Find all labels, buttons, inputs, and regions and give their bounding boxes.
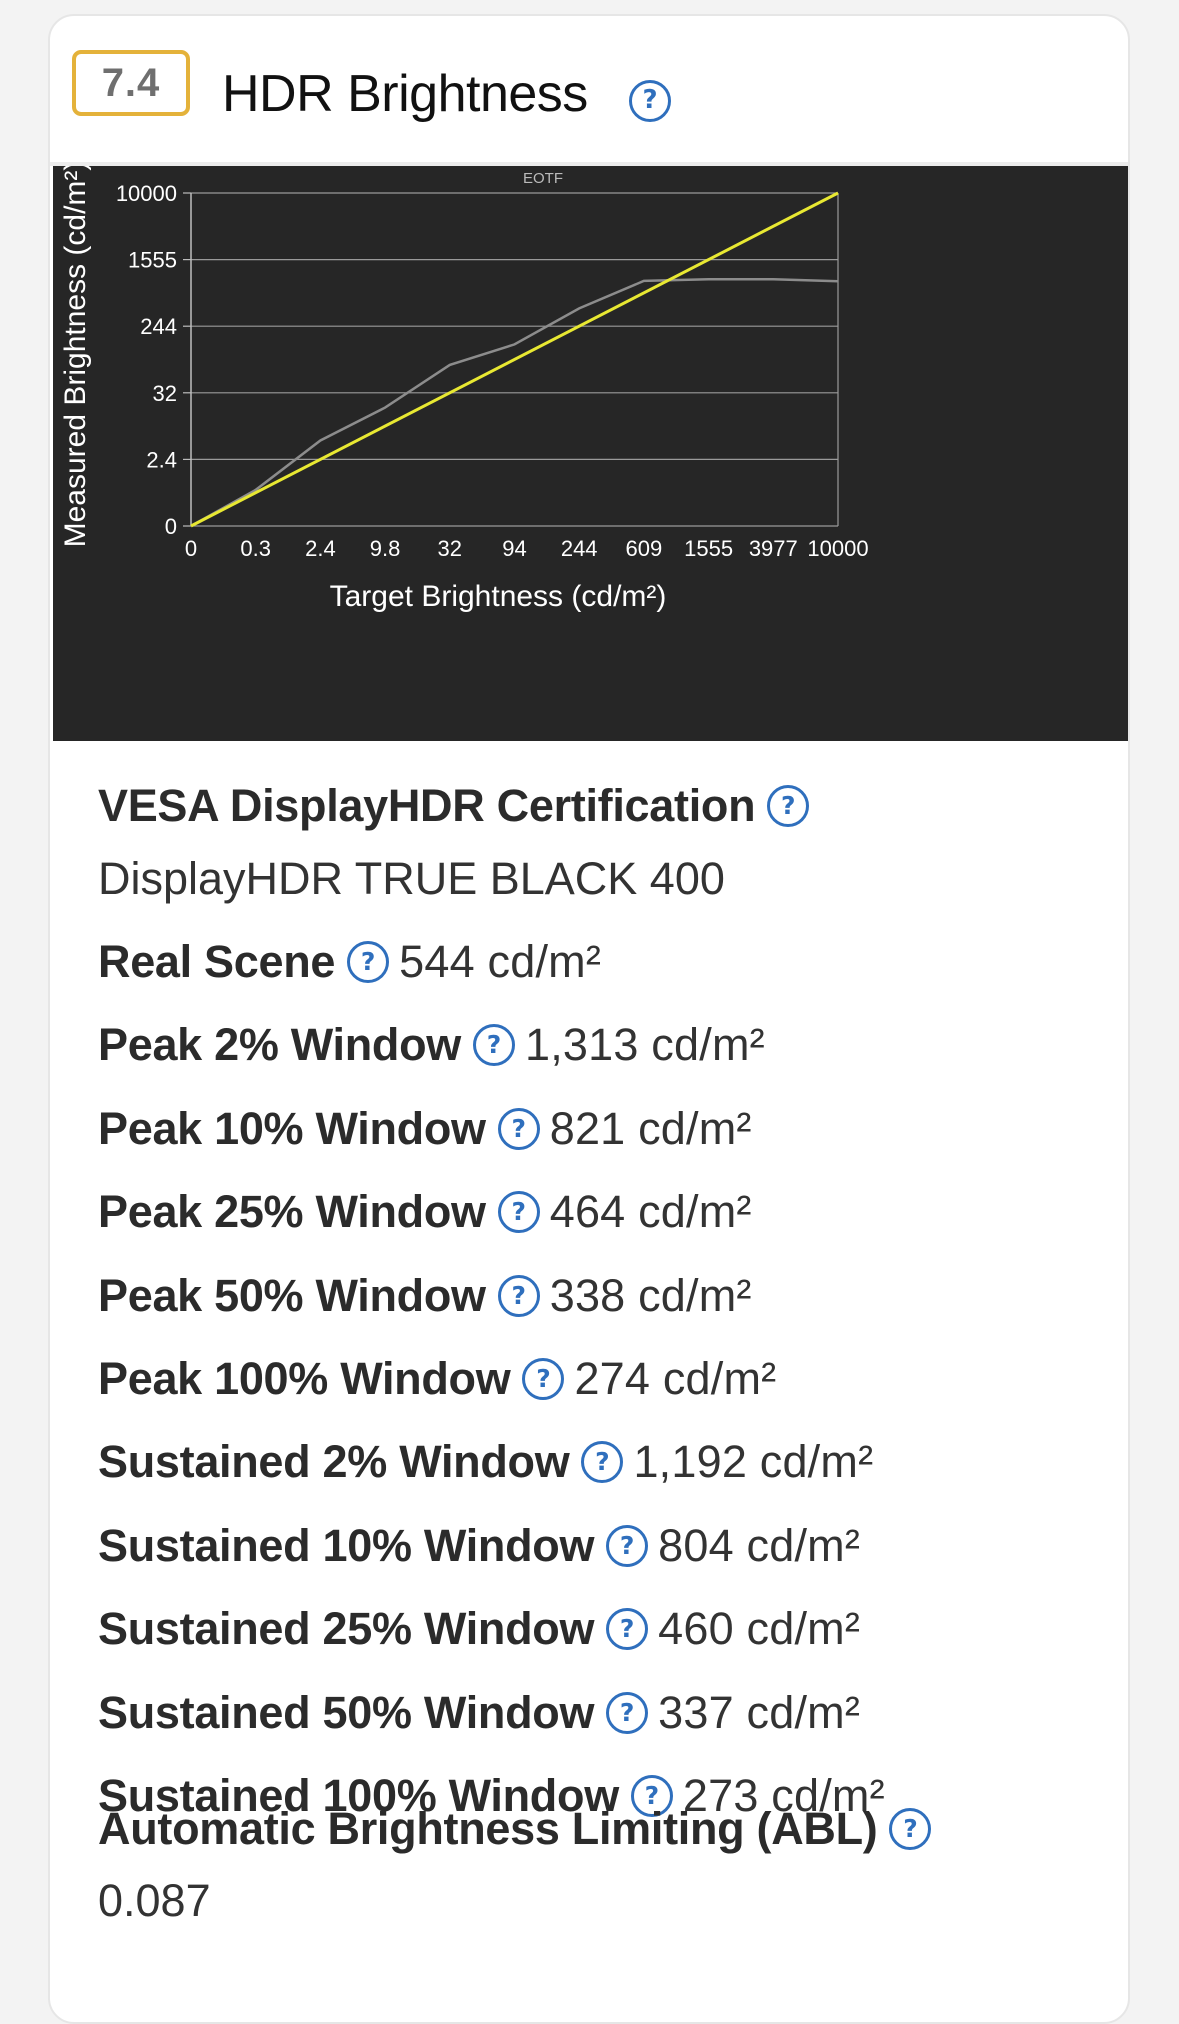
spec-value: 460 cd/m² [658,1603,861,1654]
spec-value: 337 cd/m² [658,1687,861,1738]
section-title: HDR Brightness [222,65,588,123]
abl-value: 0.087 [98,1875,211,1926]
spec-row: Sustained 2% Window? 1,192 cd/m² [98,1439,873,1484]
help-icon[interactable]: ? [767,784,810,827]
spec-label: Sustained 25% Window [98,1603,595,1654]
series-line-target [190,191,839,528]
spec-label: Peak 10% Window [98,1103,486,1154]
series-line-measured [190,278,839,528]
chart-title: EOTF [523,170,563,187]
x-tick-label: 2.4 [305,536,336,561]
spec-row: Peak 100% Window? 274 cd/m² [98,1356,776,1401]
spec-row: Sustained 10% Window? 804 cd/m² [98,1523,860,1568]
spec-label: Sustained 50% Window [98,1687,595,1738]
spec-row: Peak 10% Window? 821 cd/m² [98,1106,752,1151]
score-badge: 7.4 [72,50,190,116]
x-axis-label: Target Brightness (cd/m²) [330,580,667,613]
spec-row: Sustained 50% Window? 337 cd/m² [98,1690,860,1735]
abl-row: Automatic Brightness Limiting (ABL) ? [98,1806,941,1851]
x-tick-label: 32 [438,536,462,561]
vesa-value: DisplayHDR TRUE BLACK 400 [98,853,725,904]
spec-label: Peak 50% Window [98,1270,486,1321]
hdr-brightness-card: 7.4 HDR Brightness ? EOTF 0 2.4 32 244 1555 1… [48,14,1130,2024]
help-icon[interactable]: ? [347,940,390,983]
y-axis-label: Measured Brightness (cd/m²) [59,166,92,547]
help-icon[interactable]: ? [581,1440,624,1483]
y-tick-label: 10000 [116,181,177,206]
help-icon[interactable]: ? [889,1807,932,1850]
x-tick-label: 10000 [807,536,868,561]
spec-label: Sustained 2% Window [98,1436,570,1487]
spec-value: 274 cd/m² [574,1353,777,1404]
help-icon[interactable]: ? [473,1023,515,1066]
spec-label: Sustained 10% Window [98,1520,595,1571]
eotf-chart-svg: EOTF 0 2.4 32 244 1555 10000 0 0.3 2.4 9.8 32 94 24… [59,166,869,613]
x-tick-label: 244 [561,536,598,561]
spec-value: 464 cd/m² [549,1186,752,1237]
y-tick-label: 2.4 [146,447,177,472]
spec-row: Sustained 25% Window? 460 cd/m² [98,1606,860,1651]
help-icon[interactable]: ? [497,1190,540,1233]
spec-value: 273 cd/m² [682,1770,885,1821]
spec-row: Sustained 100% Window? 273 cd/m² [98,1773,885,1818]
help-icon[interactable]: ? [522,1357,565,1400]
y-tick-label: 244 [140,314,177,339]
y-tick-label: 0 [165,514,177,539]
help-icon[interactable]: ? [630,1774,673,1817]
y-tick-label: 32 [153,381,177,406]
help-icon[interactable]: ? [629,80,671,122]
x-tick-label: 94 [502,536,526,561]
eotf-chart: EOTF 0 2.4 32 244 1555 10000 0 0.3 2.4 9.8 32 94 24… [53,166,1128,741]
spec-value: 821 cd/m² [549,1103,752,1154]
help-icon[interactable]: ? [606,1607,649,1650]
spec-value: 1,192 cd/m² [633,1436,874,1487]
y-tick-label: 1555 [128,248,177,273]
help-icon[interactable]: ? [606,1524,649,1567]
spec-row: Real Scene? 544 cd/m² [98,939,601,984]
spec-row: Peak 25% Window? 464 cd/m² [98,1189,752,1234]
spec-row: Peak 50% Window? 338 cd/m² [98,1273,752,1318]
spec-label: Peak 100% Window [98,1353,511,1404]
vesa-label: VESA DisplayHDR Certification [98,780,756,831]
spec-value: 804 cd/m² [658,1520,861,1571]
spec-row: Peak 2% Window? 1,313 cd/m² [98,1022,765,1067]
x-tick-label: 609 [626,536,663,561]
vesa-row: VESA DisplayHDR Certification ? [98,783,819,828]
spec-label: Sustained 100% Window [98,1770,619,1821]
spec-value: 1,313 cd/m² [525,1019,765,1070]
spec-label: Real Scene [98,936,336,987]
spec-value: 338 cd/m² [549,1270,752,1321]
spec-label: Peak 25% Window [98,1186,486,1237]
x-tick-label: 0.3 [240,536,271,561]
x-tick-label: 0 [185,536,197,561]
abl-label: Automatic Brightness Limiting (ABL) [98,1803,878,1854]
card-header: 7.4 HDR Brightness ? [50,16,1128,166]
spec-label: Peak 2% Window [98,1019,461,1070]
spec-value: 544 cd/m² [399,936,602,987]
x-tick-label: 9.8 [370,536,401,561]
x-tick-label: 1555 [684,536,733,561]
help-icon[interactable]: ? [497,1107,540,1150]
x-tick-label: 3977 [749,536,798,561]
help-icon[interactable]: ? [606,1691,649,1734]
help-icon[interactable]: ? [497,1274,540,1317]
